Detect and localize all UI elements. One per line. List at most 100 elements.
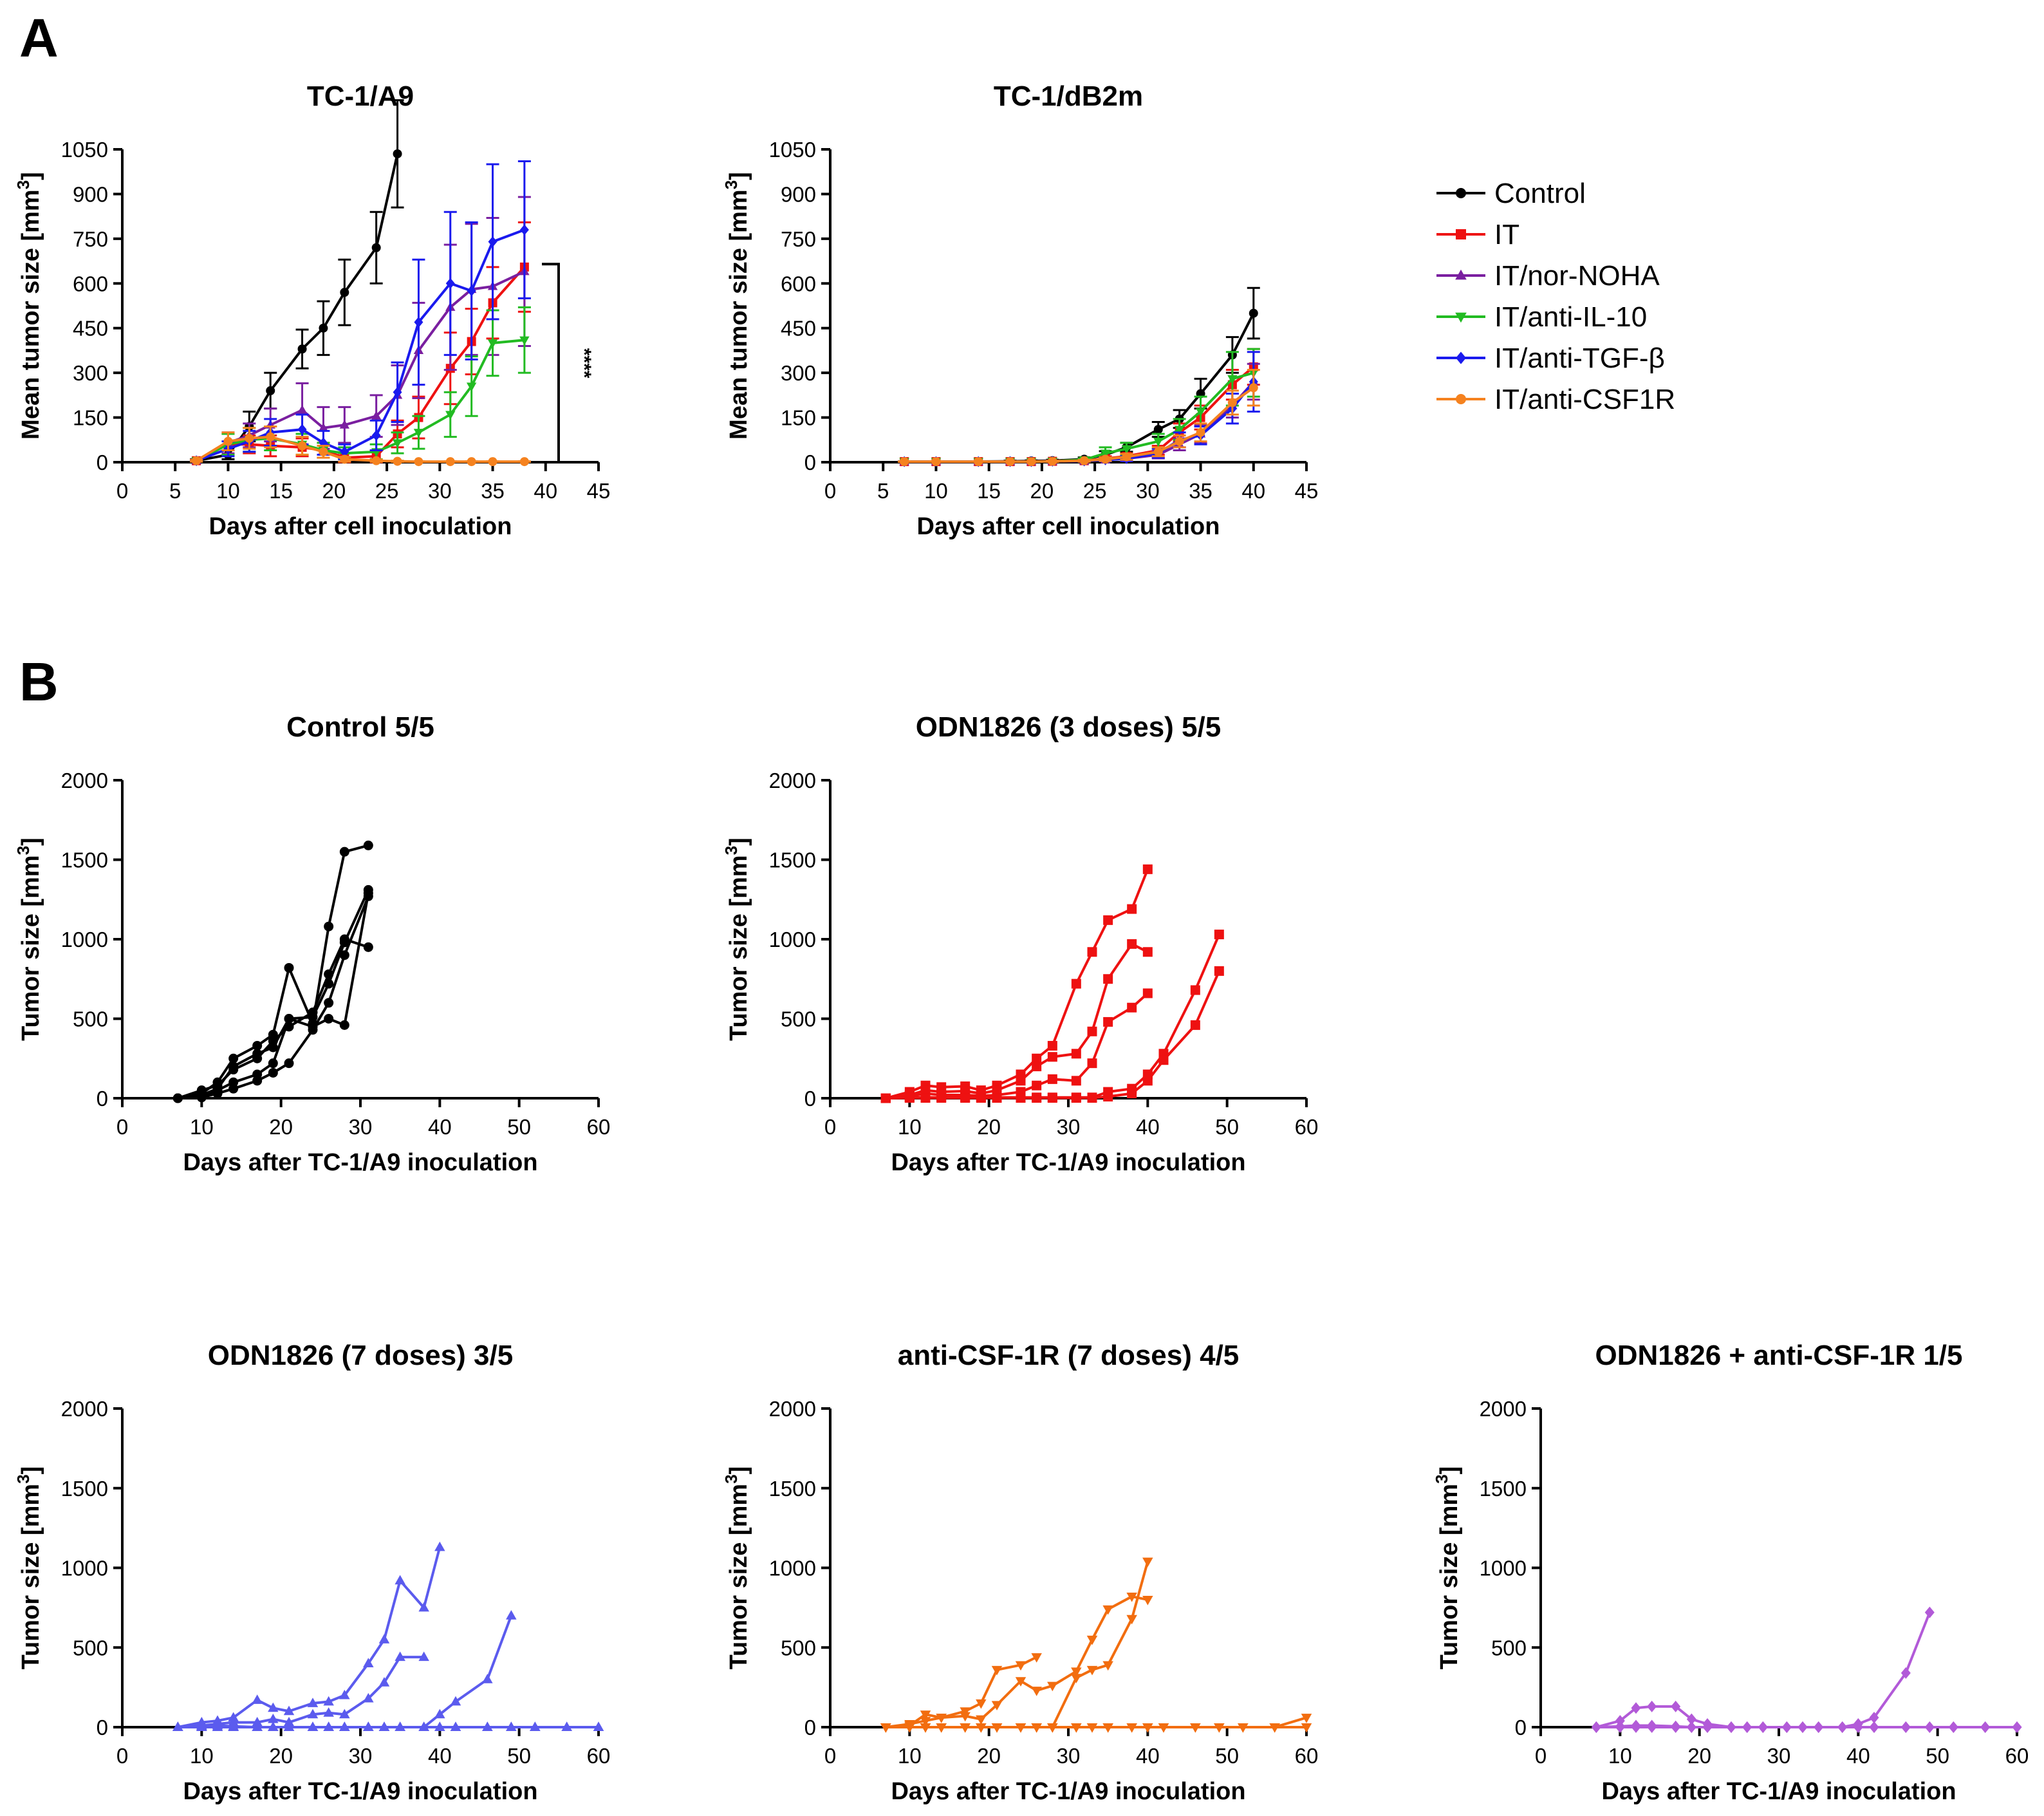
chart-B4: anti-CSF-1R (7 doses) 4/5050010001500200… bbox=[721, 1340, 1318, 1805]
data-point bbox=[418, 1721, 429, 1731]
data-point bbox=[1196, 427, 1205, 437]
x-tick-label: 5 bbox=[877, 479, 889, 503]
x-tick-label: 45 bbox=[1295, 479, 1319, 503]
data-point bbox=[1016, 1076, 1026, 1086]
x-tick-label: 40 bbox=[1136, 1744, 1160, 1768]
data-point bbox=[1726, 1721, 1736, 1733]
data-point bbox=[904, 1723, 915, 1733]
x-tick-label: 25 bbox=[375, 479, 399, 503]
legend-label: IT/anti-TGF-β bbox=[1494, 342, 1665, 374]
data-point bbox=[284, 1014, 294, 1024]
y-tick-label: 150 bbox=[73, 406, 108, 430]
data-point bbox=[392, 439, 403, 448]
data-point bbox=[1214, 966, 1224, 976]
data-point bbox=[1301, 1723, 1312, 1733]
data-point bbox=[1086, 1635, 1098, 1645]
legend-entry: IT/anti-TGF-β bbox=[1436, 342, 1665, 374]
data-point bbox=[467, 285, 476, 297]
data-point bbox=[393, 456, 402, 466]
data-point bbox=[1103, 1092, 1113, 1102]
data-point bbox=[1031, 1653, 1042, 1663]
y-tick-label: 150 bbox=[781, 406, 816, 430]
chart-title: TC-1/dB2m bbox=[994, 80, 1143, 112]
data-point bbox=[1142, 988, 1153, 998]
data-point bbox=[1249, 308, 1258, 318]
legend-entry: Control bbox=[1436, 178, 1586, 209]
data-point bbox=[1948, 1721, 1958, 1733]
data-point bbox=[283, 1705, 295, 1716]
x-tick-label: 50 bbox=[1215, 1744, 1239, 1768]
data-point bbox=[297, 344, 307, 354]
data-point bbox=[1047, 1723, 1058, 1733]
y-tick-label: 750 bbox=[73, 227, 108, 251]
data-point bbox=[1269, 1723, 1280, 1733]
x-tick-label: 10 bbox=[190, 1744, 214, 1768]
x-tick-label: 60 bbox=[2005, 1744, 2029, 1768]
x-tick-label: 30 bbox=[349, 1744, 373, 1768]
series-mouse-5 bbox=[880, 966, 1224, 1103]
y-tick-label: 1000 bbox=[61, 928, 108, 951]
data-point bbox=[1032, 1093, 1042, 1103]
data-point bbox=[1671, 1700, 1681, 1712]
data-point bbox=[1174, 426, 1185, 435]
data-point bbox=[1227, 375, 1238, 384]
y-tick-label: 1000 bbox=[61, 1557, 108, 1580]
data-point bbox=[1227, 398, 1237, 407]
data-point bbox=[1086, 1723, 1098, 1733]
legend-label: IT/anti-IL-10 bbox=[1494, 301, 1647, 333]
data-point bbox=[1047, 1052, 1057, 1062]
data-point bbox=[1103, 1016, 1113, 1027]
data-point bbox=[976, 1715, 987, 1725]
data-point bbox=[445, 457, 455, 467]
data-point bbox=[1087, 947, 1097, 957]
data-point bbox=[319, 323, 328, 333]
data-point bbox=[1647, 1700, 1657, 1712]
data-point bbox=[324, 998, 334, 1008]
data-point bbox=[266, 386, 275, 395]
data-point bbox=[1015, 1677, 1027, 1687]
data-point bbox=[339, 1721, 350, 1731]
series-mouse-3 bbox=[1591, 1719, 2022, 1733]
x-tick-label: 0 bbox=[116, 479, 128, 503]
x-tick-label: 40 bbox=[1136, 1115, 1160, 1139]
data-point bbox=[1071, 1723, 1082, 1733]
panel-label-b: B bbox=[19, 651, 59, 712]
data-point bbox=[1142, 1557, 1153, 1568]
data-point bbox=[252, 1716, 263, 1727]
x-tick-label: 50 bbox=[1215, 1115, 1239, 1139]
series-mouse-5 bbox=[172, 1719, 604, 1731]
data-point bbox=[363, 840, 373, 850]
data-point bbox=[1071, 1667, 1082, 1677]
series-mouse-5 bbox=[172, 891, 373, 1103]
y-tick-label: 0 bbox=[97, 451, 108, 474]
data-point bbox=[1102, 1661, 1113, 1671]
data-point bbox=[1249, 383, 1258, 393]
y-tick-label: 1000 bbox=[1480, 1557, 1527, 1580]
data-point bbox=[1071, 1049, 1081, 1059]
data-point bbox=[1027, 457, 1036, 467]
x-tick-label: 30 bbox=[1767, 1744, 1791, 1768]
data-point bbox=[1814, 1721, 1824, 1733]
data-point bbox=[960, 1707, 971, 1717]
data-point bbox=[1615, 1720, 1625, 1732]
data-point bbox=[1032, 1080, 1042, 1091]
data-point bbox=[319, 447, 328, 456]
data-point bbox=[1924, 1721, 1935, 1733]
x-tick-label: 0 bbox=[824, 479, 836, 503]
y-tick-label: 0 bbox=[97, 1087, 108, 1110]
x-tick-label: 30 bbox=[349, 1115, 373, 1139]
y-tick-label: 1000 bbox=[769, 1557, 816, 1580]
y-tick-label: 0 bbox=[97, 1716, 108, 1739]
series-it-anti-csf1r bbox=[190, 425, 531, 467]
y-tick-label: 750 bbox=[781, 227, 816, 251]
data-point bbox=[393, 386, 402, 398]
data-point bbox=[308, 1025, 318, 1035]
data-point bbox=[920, 1723, 931, 1733]
series-mouse-3 bbox=[172, 934, 373, 1103]
data-point bbox=[252, 1721, 263, 1731]
x-tick-label: 0 bbox=[1535, 1744, 1547, 1768]
data-point bbox=[1121, 445, 1132, 454]
data-point bbox=[1103, 915, 1113, 925]
x-tick-label: 0 bbox=[824, 1744, 836, 1768]
